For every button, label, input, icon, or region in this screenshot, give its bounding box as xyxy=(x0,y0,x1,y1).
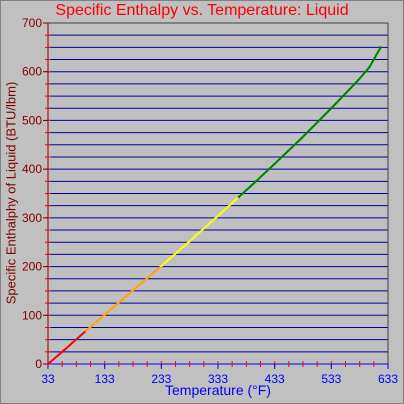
series-line-segment xyxy=(47,349,65,365)
series-line-segment xyxy=(356,66,371,82)
data-point xyxy=(300,137,303,140)
data-point xyxy=(160,264,163,268)
data-point xyxy=(130,290,133,294)
data-point xyxy=(356,79,360,82)
x-tick-label: 533 xyxy=(321,372,341,386)
data-point xyxy=(273,162,276,165)
data-point xyxy=(379,46,382,49)
series-line-segment xyxy=(273,137,303,165)
y-tick-label: 100 xyxy=(22,308,42,322)
x-tick-label: 633 xyxy=(378,372,398,386)
data-point xyxy=(330,107,333,110)
x-tick-label: 233 xyxy=(151,372,171,386)
series-line-segment xyxy=(217,195,240,217)
series-line-segment xyxy=(160,241,189,268)
x-tick-label: 433 xyxy=(265,372,285,386)
y-tick-label: 200 xyxy=(22,260,42,274)
series-line-segment xyxy=(300,107,333,140)
data-point xyxy=(216,214,220,218)
data-point xyxy=(103,313,106,316)
data-point xyxy=(254,180,258,183)
y-tick-label: 0 xyxy=(35,357,42,371)
data-point xyxy=(46,362,50,366)
y-tick-label: 700 xyxy=(22,16,42,30)
x-axis-label: Temperature (°F) xyxy=(165,382,271,398)
series-line-segment xyxy=(368,46,382,69)
chart-title: Specific Enthalpy vs. Temperature: Liqui… xyxy=(55,2,349,19)
series-line-segment xyxy=(237,180,257,198)
series-line-segment xyxy=(62,329,87,352)
series-line-segment xyxy=(130,265,163,293)
y-tick-label: 500 xyxy=(22,113,42,127)
data-point xyxy=(368,66,371,69)
y-tick-label: 300 xyxy=(22,211,42,225)
y-tick-label: 400 xyxy=(22,162,42,176)
data-point xyxy=(62,349,65,353)
y-axis-label: Specific Enthalphy of Liquid (BTU/lbm) xyxy=(3,81,19,305)
series-line-segment xyxy=(103,290,133,316)
series-line-segment xyxy=(254,162,276,183)
data-point xyxy=(237,195,241,199)
series-line-segment xyxy=(84,313,106,332)
x-tick-label: 133 xyxy=(95,372,115,386)
x-tick-label: 33 xyxy=(41,372,55,386)
data-point xyxy=(186,241,190,244)
series-line-segment xyxy=(330,79,359,110)
data-point xyxy=(84,329,88,333)
x-tick-label: 333 xyxy=(208,372,228,386)
series-line-segment xyxy=(186,214,219,244)
y-tick-label: 600 xyxy=(22,65,42,79)
